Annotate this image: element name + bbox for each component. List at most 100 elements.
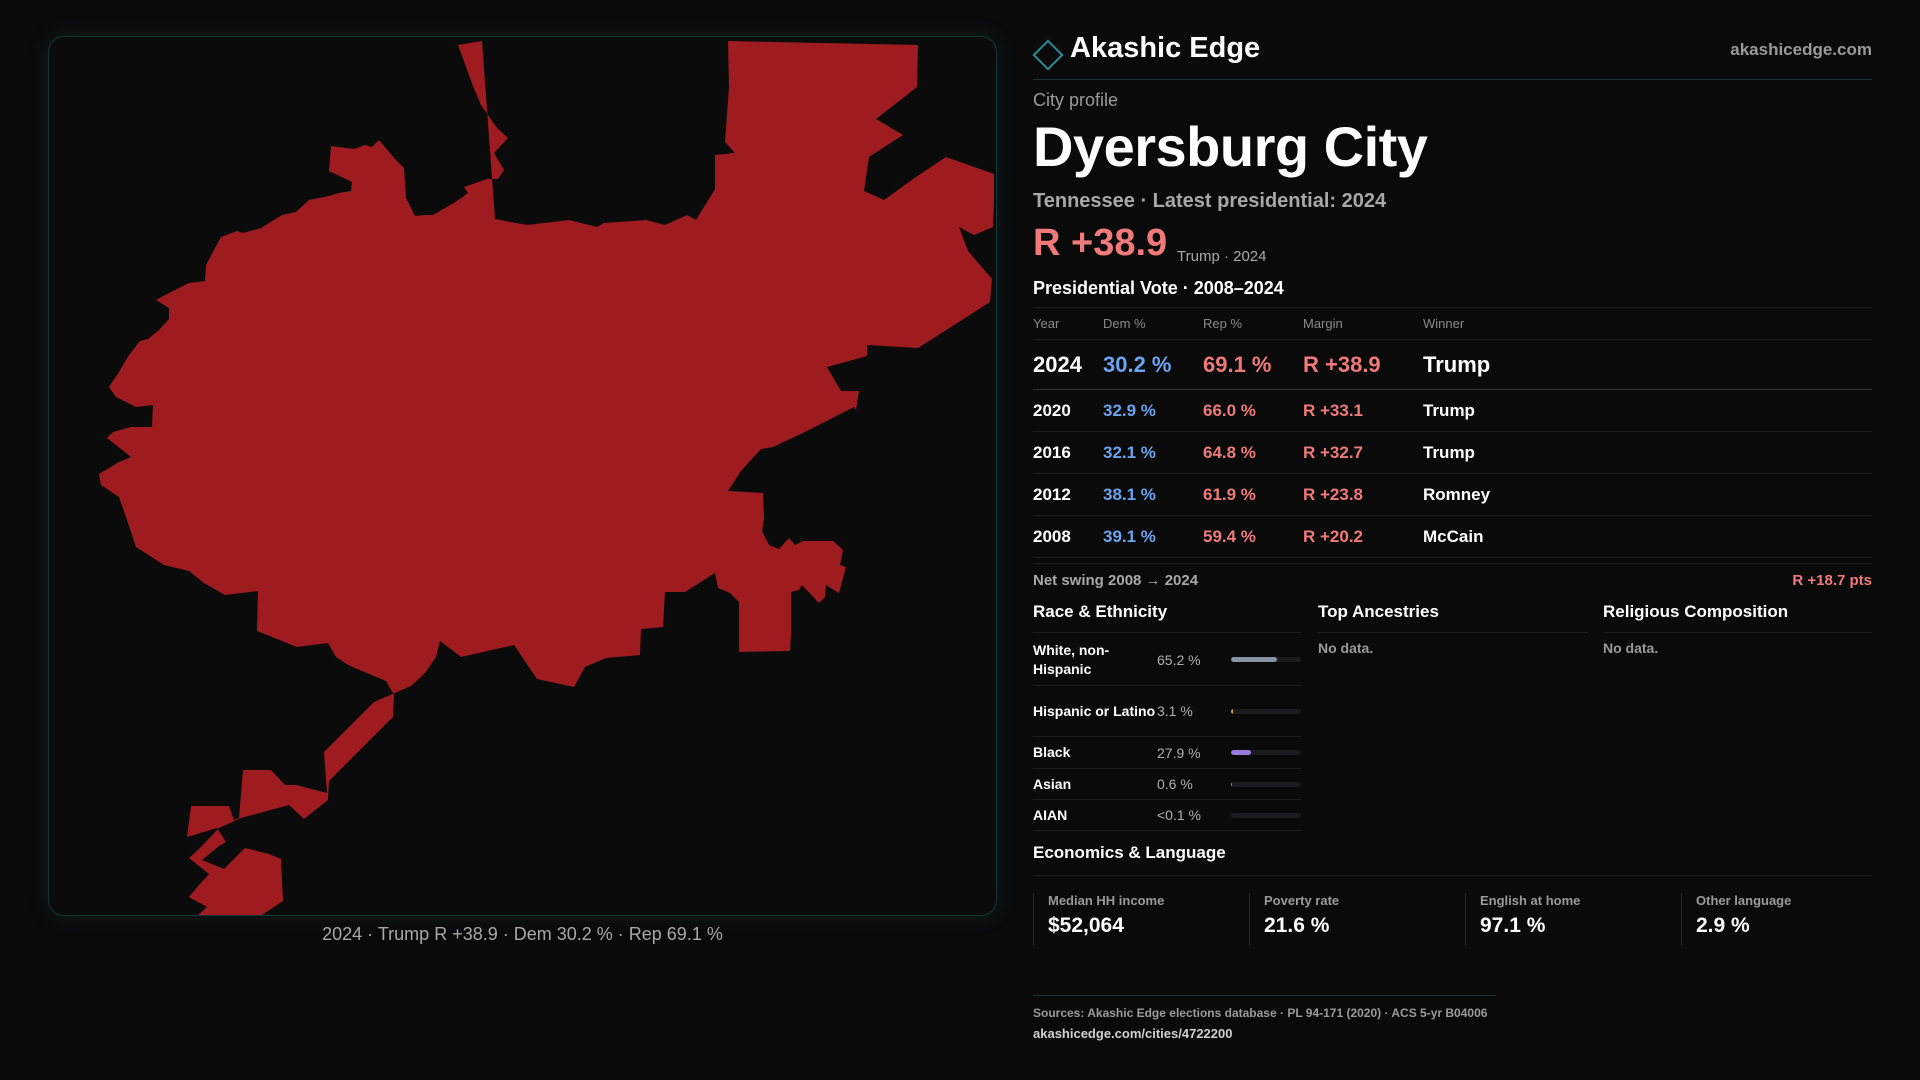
page-title: Dyersburg City [1033, 115, 1428, 178]
economics-language-heading: Economics & Language [1033, 843, 1872, 876]
race-bar-fill [1231, 781, 1233, 787]
cell-year: 2012 [1033, 473, 1103, 516]
sources-text: Sources: Akashic Edge elections database… [1033, 1006, 1488, 1020]
brand-name[interactable]: Akashic Edge [1070, 32, 1261, 64]
cell-margin: R +20.2 [1303, 515, 1423, 558]
list-item: Hispanic or Latino 3.1 % [1033, 686, 1302, 737]
race-bar-track [1231, 708, 1301, 714]
ancestries-empty-text: No data. [1318, 640, 1374, 656]
cell-dem: 30.2 % [1103, 339, 1203, 390]
top-ancestries-heading: Top Ancestries [1318, 602, 1588, 633]
cell-dem: 38.1 % [1103, 473, 1203, 516]
cell-dem: 39.1 % [1103, 515, 1203, 558]
race-bar-track [1231, 781, 1301, 787]
race-bar-track [1231, 750, 1301, 755]
cell-year: 2016 [1033, 431, 1103, 474]
cell-margin: R +32.7 [1303, 431, 1423, 474]
race-ethnicity-list: White, non-Hispanic 65.2 % Hispanic or L… [1033, 634, 1302, 831]
race-pct: 65.2 % [1157, 651, 1201, 668]
table-row: 2020 32.9 % 66.0 % R +33.1 Trump [1033, 389, 1872, 432]
cell-rep: 61.9 % [1203, 473, 1303, 516]
race-pct: 3.1 % [1157, 703, 1193, 719]
cell-year: 2020 [1033, 389, 1103, 432]
brand-header: Akashic Edge akashicedge.com [1032, 32, 1872, 80]
net-swing-label: Net swing 2008 → 2024 [1033, 572, 1199, 589]
cell-year: 2008 [1033, 515, 1103, 558]
map-caption: 2024 · Trump R +38.9 · Dem 30.2 % · Rep … [322, 924, 723, 944]
econ-label: Other language [1696, 893, 1792, 908]
race-name: Hispanic or Latino [1033, 702, 1156, 719]
city-boundary-shape [99, 41, 994, 915]
econ-label: Poverty rate [1264, 893, 1340, 908]
cell-rep: 66.0 % [1203, 389, 1303, 432]
race-bar-fill [1231, 708, 1234, 714]
profile-subtitle: Tennessee · Latest presidential: 2024 [1033, 190, 1387, 212]
race-pct: <0.1 % [1157, 807, 1201, 823]
table-row: 2008 39.1 % 59.4 % R +20.2 McCain [1033, 515, 1872, 558]
race-bar-track [1231, 657, 1301, 662]
race-name: White, non-Hispanic [1033, 641, 1110, 677]
race-bar-fill [1231, 750, 1251, 755]
race-ethnicity-heading: Race & Ethnicity [1033, 602, 1302, 633]
cell-dem: 32.1 % [1103, 431, 1203, 474]
table-row: 2012 38.1 % 61.9 % R +23.8 Romney [1033, 473, 1872, 516]
list-item: Black 27.9 % [1033, 737, 1302, 769]
cell-rep: 59.4 % [1203, 515, 1303, 558]
column-header-year: Year [1033, 307, 1103, 340]
econ-value: 21.6 % [1264, 914, 1330, 937]
cell-dem: 32.9 % [1103, 389, 1203, 432]
presidential-vote-heading: Presidential Vote · 2008–2024 [1033, 278, 1284, 298]
net-swing-value: R +18.7 pts [1792, 572, 1872, 589]
econ-value: 2.9 % [1696, 914, 1750, 937]
list-item: Asian 0.6 % [1033, 769, 1302, 800]
race-pct: 0.6 % [1157, 776, 1193, 792]
city-boundary-map [48, 36, 997, 916]
latest-margin: R +38.9 [1033, 222, 1168, 264]
city-boundary-svg [99, 41, 994, 915]
sources-footer: Sources: Akashic Edge elections database… [1033, 995, 1496, 1041]
econ-value: $52,064 [1048, 914, 1124, 937]
econ-label: Median HH income [1048, 893, 1165, 908]
cell-margin: R +38.9 [1303, 339, 1423, 390]
race-bar-fill [1231, 657, 1277, 662]
cell-rep: 64.8 % [1203, 431, 1303, 474]
race-bar-track [1231, 812, 1301, 818]
econ-stat-median-income: Median HH income $52,064 [1033, 893, 1233, 945]
net-swing-row: Net swing 2008 → 2024 R +18.7 pts [1033, 563, 1872, 599]
presidential-vote-table: Year Dem % Rep % Margin Winner 2024 30.2… [1033, 307, 1872, 558]
race-name: AIAN [1033, 806, 1068, 823]
cell-winner: Romney [1423, 473, 1872, 516]
econ-value: 97.1 % [1480, 914, 1546, 937]
cell-winner: Trump [1423, 389, 1872, 432]
latest-margin-note: Trump · 2024 [1177, 248, 1267, 265]
cell-winner: Trump [1423, 339, 1872, 390]
column-header-winner: Winner [1423, 307, 1872, 340]
column-header-dem: Dem % [1103, 307, 1203, 340]
race-name: Black [1033, 744, 1071, 760]
profile-eyebrow: City profile [1033, 90, 1119, 110]
religious-composition-heading: Religious Composition [1603, 602, 1872, 633]
econ-stat-english-at-home: English at home 97.1 % [1465, 893, 1665, 945]
religion-empty-text: No data. [1603, 640, 1659, 656]
cell-rep: 69.1 % [1203, 339, 1303, 390]
econ-stat-other-language: Other language 2.9 % [1681, 893, 1881, 945]
econ-label: English at home [1480, 893, 1581, 908]
race-pct: 27.9 % [1157, 744, 1201, 761]
cell-year: 2024 [1033, 339, 1103, 390]
cell-margin: R +23.8 [1303, 473, 1423, 516]
list-item: White, non-Hispanic 65.2 % [1033, 634, 1302, 686]
sources-url-link[interactable]: akashicedge.com/cities/4722200 [1033, 1026, 1233, 1041]
table-row: 2016 32.1 % 64.8 % R +32.7 Trump [1033, 431, 1872, 474]
diamond-logo-icon [1032, 39, 1064, 71]
table-row: 2024 30.2 % 69.1 % R +38.9 Trump [1033, 339, 1872, 390]
econ-stat-poverty-rate: Poverty rate 21.6 % [1249, 893, 1449, 945]
cell-winner: McCain [1423, 515, 1872, 558]
column-header-margin: Margin [1303, 307, 1423, 340]
table-header-row: Year Dem % Rep % Margin Winner [1033, 307, 1872, 340]
cell-winner: Trump [1423, 431, 1872, 474]
list-item: AIAN <0.1 % [1033, 800, 1302, 831]
brand-url-link[interactable]: akashicedge.com [1730, 40, 1872, 59]
cell-margin: R +33.1 [1303, 389, 1423, 432]
race-name: Asian [1033, 775, 1072, 792]
column-header-rep: Rep % [1203, 307, 1303, 340]
